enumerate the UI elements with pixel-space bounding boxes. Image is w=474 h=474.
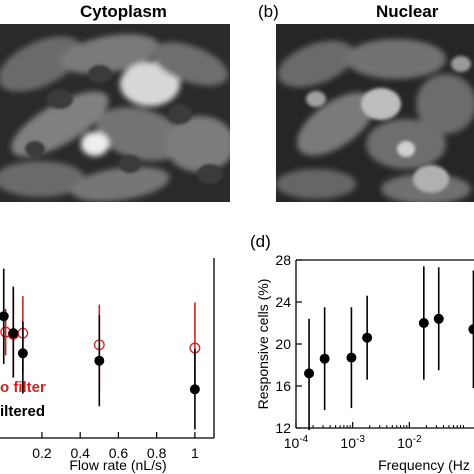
chart-d-point bbox=[362, 332, 373, 343]
chart-c-point-filled bbox=[17, 348, 28, 359]
chart-d-point bbox=[468, 324, 474, 335]
panel-a-title: Cytoplasm bbox=[80, 2, 167, 21]
chart-c-legend-entry: iltered bbox=[0, 403, 45, 420]
chart-c-xtick-label: 0.8 bbox=[147, 445, 167, 461]
chart-d-ytick-label: 24 bbox=[275, 294, 291, 310]
panel-b-tag: (b) bbox=[258, 2, 279, 21]
chart-d-point bbox=[304, 368, 315, 379]
chart-d-axes: 12 16 20 24 28 10-4 10-3 10-2 bbox=[275, 252, 474, 451]
chart-c-point-filled bbox=[0, 311, 9, 322]
panel-d-tag: (d) bbox=[250, 232, 271, 251]
chart-c-xtick-label: 0.2 bbox=[32, 445, 52, 461]
chart-c-point-filled bbox=[8, 328, 19, 339]
chart-d-ytick-label: 16 bbox=[275, 378, 291, 394]
chart-c-legend-entry: o filter bbox=[0, 379, 46, 396]
chart-c-legend: o filter iltered bbox=[0, 379, 46, 420]
chart-d-ylabel: Responsive cells (%) bbox=[255, 279, 271, 410]
chart-c-marks bbox=[0, 268, 201, 430]
chart-c-point-filled bbox=[94, 355, 105, 366]
chart-c-xlabel: Flow rate (nL/s) bbox=[69, 457, 166, 473]
chart-d-point bbox=[433, 313, 444, 324]
micrograph-cytoplasm bbox=[0, 24, 230, 202]
chart-c-axes: 0.2 0.4 0.6 0.8 1 bbox=[0, 258, 215, 461]
chart-d-marks bbox=[304, 266, 474, 431]
chart-d-ytick-label: 12 bbox=[275, 420, 291, 436]
chart-d-xlabel: Frequency (Hz bbox=[378, 457, 470, 473]
chart-d-xtick-label: 10-2 bbox=[397, 434, 422, 451]
chart-c-xtick-label: 0.4 bbox=[70, 445, 90, 461]
chart-d-point bbox=[319, 353, 330, 364]
chart-d-point bbox=[418, 318, 429, 328]
panel-b-title: Nuclear bbox=[376, 2, 439, 21]
chart-d-ytick-label: 20 bbox=[275, 336, 291, 352]
chart-d-point bbox=[346, 352, 357, 363]
chart-c-xtick-label: 1 bbox=[191, 445, 199, 461]
chart-frequency: 12 16 20 24 28 10-4 10-3 10-2 Frequency (Hz Res… bbox=[255, 252, 474, 473]
chart-c-xtick-label: 0.6 bbox=[109, 445, 129, 461]
chart-d-xtick-label: 10-3 bbox=[340, 434, 365, 451]
chart-d-xtick-label: 10-4 bbox=[284, 434, 309, 451]
chart-c-point-filled bbox=[189, 384, 200, 395]
chart-flow-rate: 0.2 0.4 0.6 0.8 1 o filter iltered Flow rate … bbox=[0, 258, 215, 473]
chart-d-ytick-label: 28 bbox=[275, 252, 291, 268]
micrograph-nuclear bbox=[276, 24, 474, 202]
